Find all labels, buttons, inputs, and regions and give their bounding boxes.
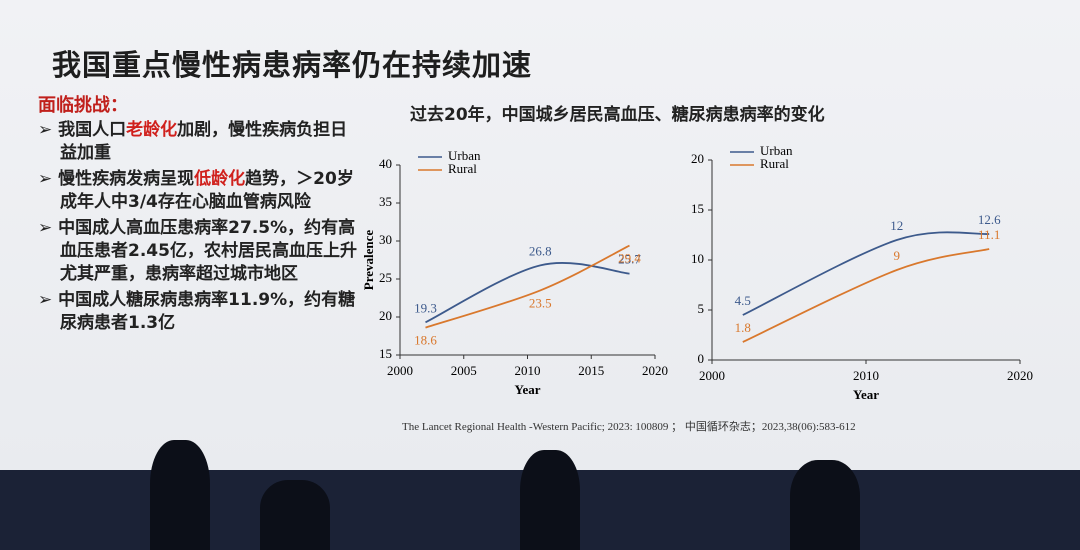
x-tick-label: 2000 <box>699 368 725 383</box>
audience <box>260 480 330 550</box>
bullet-text: 中国成人高血压患病率27.5%，约有高血压患者2.45亿，农村居民高血压上升尤其… <box>58 218 357 284</box>
bullet: 我国人口老龄化加剧，慢性疾病负担日益加重 <box>38 119 358 165</box>
data-label: 12 <box>890 218 903 233</box>
charts-heading: 过去20年，中国城乡居民高血压、糖尿病患病率的变化 <box>410 105 825 125</box>
bullet-text: 我国人口 <box>58 120 127 140</box>
x-axis-label: Year <box>853 387 879 402</box>
bullet-text: 老龄化 <box>126 120 178 140</box>
line <box>742 248 990 343</box>
audience <box>520 450 580 550</box>
data-label: 19.3 <box>414 300 437 315</box>
bullet-text: 低龄化 <box>194 169 246 189</box>
data-label: 18.6 <box>414 333 437 348</box>
y-tick-label: 40 <box>379 156 392 171</box>
bullet-text: 加剧，慢性疾病负担日益加重 <box>60 120 348 163</box>
data-label: 26.8 <box>529 243 552 258</box>
data-label: 23.5 <box>529 295 552 310</box>
data-label: 12.6 <box>978 212 1001 227</box>
legend-label: Rural <box>448 161 477 176</box>
y-tick-label: 5 <box>698 301 705 316</box>
data-label: 4.5 <box>735 293 751 308</box>
challenges: 面临挑战： 我国人口老龄化加剧，慢性疾病负担日益加重慢性疾病发病呈现低龄化趋势，… <box>38 94 358 338</box>
x-tick-label: 2010 <box>853 368 879 383</box>
legend-label: Urban <box>448 148 481 163</box>
y-tick-label: 10 <box>691 251 704 266</box>
x-axis-label: Year <box>515 382 541 397</box>
audience <box>790 460 860 550</box>
bullet: 中国成人高血压患病率27.5%，约有高血压患者2.45亿，农村居民高血压上升尤其… <box>38 217 358 286</box>
legend-label: Rural <box>760 156 789 171</box>
y-tick-label: 20 <box>691 151 704 166</box>
y-tick-label: 30 <box>379 232 392 247</box>
x-tick-label: 2000 <box>387 363 413 378</box>
x-tick-label: 2005 <box>451 363 477 378</box>
audience <box>150 440 210 550</box>
y-axis-label: Prevalence <box>361 230 376 291</box>
slide: 我国重点慢性病患病率仍在持续加速 面临挑战： 我国人口老龄化加剧，慢性疾病负担日… <box>0 0 1080 470</box>
y-tick-label: 15 <box>691 201 704 216</box>
bullet-text: 慢性疾病发病呈现 <box>58 169 195 189</box>
y-tick-label: 35 <box>379 194 392 209</box>
legend-label: Urban <box>760 143 793 158</box>
x-tick-label: 2010 <box>515 363 541 378</box>
line <box>425 262 630 324</box>
y-tick-label: 25 <box>379 270 392 285</box>
data-label: 29.4 <box>618 251 641 266</box>
data-label: 25.7 <box>618 252 641 267</box>
y-tick-label: 20 <box>379 308 392 323</box>
x-tick-label: 2015 <box>578 363 604 378</box>
bullet-text: 趋势，＞20岁成年人中3/4存在心脑血管病风险 <box>60 169 354 212</box>
line <box>425 244 630 329</box>
line <box>742 231 990 316</box>
slide-title: 我国重点慢性病患病率仍在持续加速 <box>52 48 533 82</box>
y-tick-label: 15 <box>379 346 392 361</box>
y-tick-label: 0 <box>698 351 705 366</box>
challenges-heading: 面临挑战： <box>38 95 128 116</box>
data-label: 11.1 <box>978 227 1000 242</box>
x-tick-label: 2020 <box>642 363 668 378</box>
source: The Lancet Regional Health -Western Paci… <box>402 421 856 433</box>
data-label: 9 <box>894 248 901 263</box>
bullet: 慢性疾病发病呈现低龄化趋势，＞20岁成年人中3/4存在心脑血管病风险 <box>38 168 358 214</box>
bullet: 中国成人糖尿病患病率11.9%，约有糖尿病患者1.3亿 <box>38 289 358 335</box>
bullet-text: 中国成人糖尿病患病率11.9%，约有糖尿病患者1.3亿 <box>58 290 356 333</box>
x-tick-label: 2020 <box>1007 368 1033 383</box>
data-label: 1.8 <box>735 320 751 335</box>
